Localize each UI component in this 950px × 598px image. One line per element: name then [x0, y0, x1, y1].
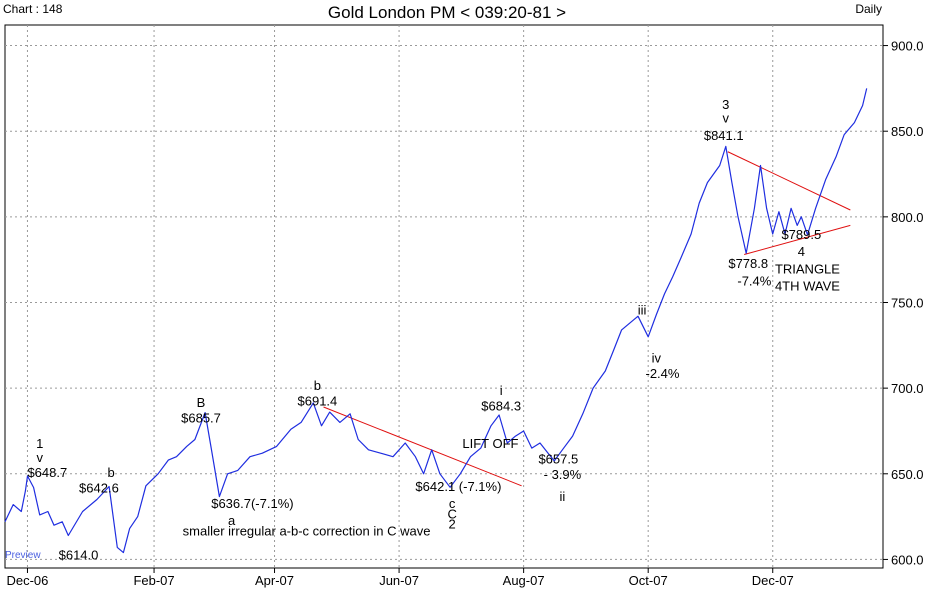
annotation-label: $642.1 (-7.1%) [415, 479, 501, 494]
annotation-label: ii [560, 489, 566, 504]
annotation-label: v [36, 450, 43, 465]
preview-watermark: Preview [5, 550, 41, 561]
y-tick-label: 800.0 [891, 210, 924, 225]
x-tick-label: Feb-07 [133, 573, 174, 588]
chart-number: Chart : 148 [3, 2, 63, 16]
annotation-label: smaller irregular a-b-c correction in C … [183, 523, 431, 538]
annotation-label: 1 [36, 436, 43, 451]
y-tick-label: 650.0 [891, 467, 924, 482]
annotation-label: iii [638, 302, 647, 317]
annotation-label: B [197, 395, 206, 410]
annotation-label: $648.7 [27, 465, 67, 480]
x-tick-label: Oct-07 [629, 573, 668, 588]
annotation-label: $614.0 [59, 547, 99, 562]
annotation-label: $657.5 [538, 452, 578, 467]
annotation-label: $685.7 [181, 410, 221, 425]
trend-line [323, 406, 522, 487]
price-series-line [4, 88, 868, 554]
annotation-label: a [228, 513, 236, 528]
annotation-label: -7.4% [737, 273, 771, 288]
annotation-label: $789.5 [781, 227, 821, 242]
x-tick-label: Dec-07 [752, 573, 794, 588]
y-tick-label: 900.0 [891, 39, 924, 54]
annotation-label: C [447, 506, 456, 521]
annotation-label: $841.1 [704, 128, 744, 143]
annotation-label: c [449, 496, 456, 511]
annotation-label: - 3.9% [544, 467, 582, 482]
annotation-label: 3 [722, 97, 729, 112]
x-tick-label: Jun-07 [379, 573, 419, 588]
plot-frame [4, 24, 884, 569]
frequency-label: Daily [855, 2, 882, 16]
annotation-label: 4TH WAVE [775, 279, 840, 294]
annotation-label: v [723, 111, 730, 126]
y-tick-label: 700.0 [891, 381, 924, 396]
annotation-label: $691.4 [298, 393, 338, 408]
y-tick-label: 750.0 [891, 295, 924, 310]
annotation-label: iv [652, 350, 662, 365]
annotation-label: $778.8 [728, 256, 768, 271]
annotation-label: -2.4% [645, 366, 679, 381]
annotation-label: b [314, 378, 321, 393]
annotation-label: $636.7(-7.1%) [211, 496, 293, 511]
x-tick-label: Aug-07 [503, 573, 545, 588]
annotation-label: 4 [798, 244, 805, 259]
x-tick-label: Apr-07 [255, 573, 294, 588]
annotation-label: b [108, 465, 115, 480]
x-tick-label: Dec-06 [6, 573, 48, 588]
chart-title: Gold London PM < 039:20-81 > [328, 3, 566, 22]
y-tick-label: 850.0 [891, 124, 924, 139]
trend-line [744, 224, 851, 256]
trend-line [727, 151, 851, 211]
annotation-label: LIFT OFF [462, 436, 518, 451]
annotation-label: i [500, 383, 503, 398]
annotation-label: 2 [449, 517, 456, 532]
annotation-label: $684.3 [481, 398, 521, 413]
annotation-label: $642.6 [79, 481, 119, 496]
annotation-label: TRIANGLE [775, 261, 840, 276]
y-tick-label: 600.0 [891, 552, 924, 567]
